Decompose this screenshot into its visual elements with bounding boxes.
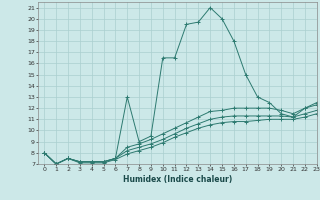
X-axis label: Humidex (Indice chaleur): Humidex (Indice chaleur)	[123, 175, 232, 184]
